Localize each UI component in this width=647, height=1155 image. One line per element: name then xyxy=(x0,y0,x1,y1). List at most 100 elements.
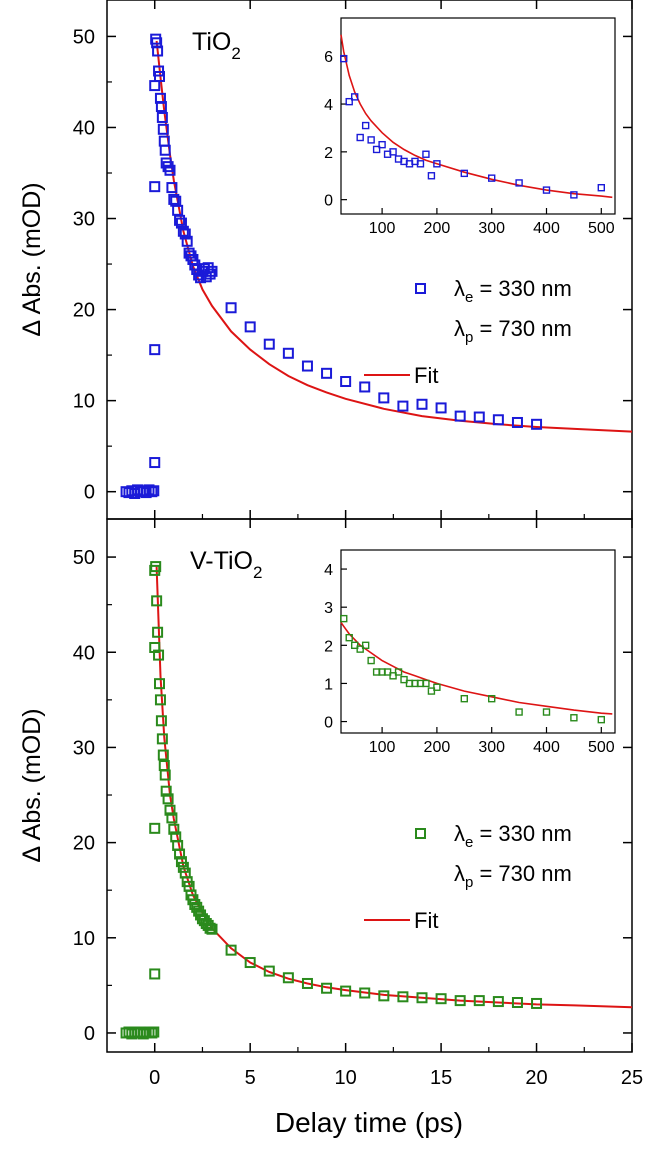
inset-x-tick-label: 500 xyxy=(588,739,615,756)
data-point xyxy=(531,997,543,1009)
data-point xyxy=(225,944,237,956)
inset-data-point xyxy=(427,687,436,695)
x-tick-label: 10 xyxy=(335,1067,357,1089)
y-tick-label: 10 xyxy=(73,928,95,950)
data-point xyxy=(340,376,352,388)
data-point xyxy=(154,678,165,690)
inset-fit-line xyxy=(340,621,613,715)
inset-data-point xyxy=(460,694,468,703)
inset-data-point xyxy=(597,715,605,724)
x-tick-label: 20 xyxy=(525,1067,547,1089)
data-point xyxy=(150,561,162,573)
inset-data-point xyxy=(383,668,392,676)
data-point xyxy=(156,733,168,745)
data-point xyxy=(155,715,167,727)
data-point xyxy=(149,344,161,356)
inset-y-tick-label: 4 xyxy=(324,562,333,579)
inset-x-tick-label: 300 xyxy=(478,220,505,237)
data-point xyxy=(148,485,160,497)
data-point xyxy=(492,414,504,426)
data-point xyxy=(174,214,186,226)
data-point xyxy=(160,785,172,797)
data-point xyxy=(416,992,428,1004)
inset-data-point xyxy=(422,150,430,158)
data-point xyxy=(140,487,152,499)
data-point xyxy=(149,822,161,834)
inset-data-point xyxy=(340,614,348,623)
data-point xyxy=(321,982,333,994)
inset-y-tick-label: 4 xyxy=(324,97,333,114)
x-tick-label: 15 xyxy=(430,1067,452,1089)
inset-y-tick-label: 0 xyxy=(324,193,333,210)
y-tick-label: 0 xyxy=(84,482,95,504)
data-point xyxy=(531,418,543,430)
y-tick-label: 0 xyxy=(84,1023,95,1045)
x-tick-label: 5 xyxy=(245,1067,256,1089)
inset-x-tick-label: 300 xyxy=(478,739,505,756)
panel-title: TiO2 xyxy=(192,28,241,63)
inset-data-point xyxy=(416,160,425,168)
inset-data-point xyxy=(597,184,605,192)
inset-x-tick-label: 100 xyxy=(369,739,396,756)
data-point xyxy=(149,181,161,193)
legend-label-probe: λp = 730 nm xyxy=(454,861,572,891)
legend-excitation-sym: λ xyxy=(454,821,465,846)
data-point xyxy=(181,235,193,247)
inset-data-point xyxy=(378,140,386,149)
data-point xyxy=(473,995,485,1007)
inset-y-tick-label: 1 xyxy=(324,676,333,693)
data-point xyxy=(359,381,371,393)
inset-data-point xyxy=(515,179,523,187)
data-point xyxy=(301,977,313,989)
data-point xyxy=(164,804,176,816)
data-point xyxy=(206,265,218,277)
inset-panel: 100 200 300 400 500 0 2 4 6 xyxy=(324,17,616,237)
data-point xyxy=(204,268,216,280)
legend-probe-sym: λ xyxy=(454,316,465,341)
legend-excitation-sub: e xyxy=(465,834,473,851)
inset-data-point xyxy=(356,645,364,653)
inset-data-point xyxy=(570,714,578,722)
data-point xyxy=(172,204,184,216)
fit-line xyxy=(155,566,633,1009)
data-point xyxy=(152,45,164,57)
data-point xyxy=(378,392,390,404)
inset-x-tick-label: 200 xyxy=(424,220,451,237)
data-point xyxy=(155,101,167,113)
data-point xyxy=(454,995,466,1007)
inset-data-point xyxy=(433,683,441,691)
inset-data-point xyxy=(367,136,375,144)
panel-title-main: V-TiO xyxy=(190,547,253,575)
data-point xyxy=(435,993,447,1005)
inset-frame xyxy=(340,17,616,215)
data-point xyxy=(162,793,174,805)
legend-probe-text: = 730 nm xyxy=(473,316,571,341)
data-point xyxy=(359,987,371,999)
data-point xyxy=(244,957,256,969)
data-point xyxy=(435,402,447,414)
data-point xyxy=(168,823,180,835)
legend-label-fit: Fit xyxy=(414,363,438,388)
data-point xyxy=(301,360,313,372)
inset-y-tick-label: 2 xyxy=(324,145,333,162)
data-point xyxy=(148,1026,160,1038)
data-point xyxy=(153,649,165,661)
inset-x-tick-label: 500 xyxy=(588,220,615,237)
data-point xyxy=(321,367,333,379)
legend-marker xyxy=(415,828,426,839)
data-point xyxy=(397,400,409,412)
legend-excitation-text: = 330 nm xyxy=(473,821,571,846)
data-point xyxy=(416,398,428,410)
legend-label-probe: λp = 730 nm xyxy=(454,316,572,346)
data-point xyxy=(177,225,189,237)
data-point xyxy=(159,144,171,156)
inset-data-point xyxy=(345,97,353,106)
data-point xyxy=(166,812,178,824)
inset-panel: 100 200 300 400 500 0 1 2 3 4 xyxy=(324,549,616,756)
data-point xyxy=(175,856,187,868)
y-axis-label: Δ Abs. (mOD) xyxy=(18,708,46,862)
data-point xyxy=(152,626,164,638)
data-point xyxy=(177,861,189,873)
